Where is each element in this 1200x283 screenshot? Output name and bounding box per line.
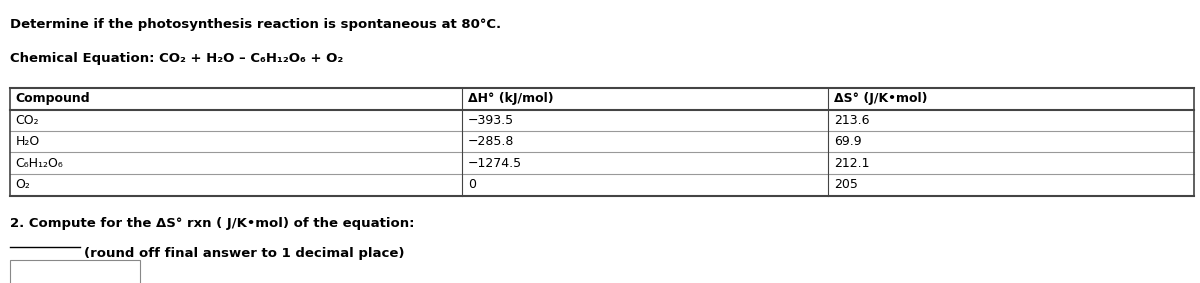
Text: 0: 0: [468, 178, 476, 191]
Text: −393.5: −393.5: [468, 114, 514, 127]
Text: Chemical Equation: CO₂ + H₂O – C₆H₁₂O₆ + O₂: Chemical Equation: CO₂ + H₂O – C₆H₁₂O₆ +…: [10, 52, 343, 65]
Text: 213.6: 213.6: [834, 114, 870, 127]
Text: Compound: Compound: [16, 92, 90, 105]
Text: H₂O: H₂O: [16, 135, 40, 148]
Text: 2. Compute for the ΔS° rxn ( J/K•mol) of the equation:: 2. Compute for the ΔS° rxn ( J/K•mol) of…: [10, 218, 414, 230]
Text: ΔS° (J/K•mol): ΔS° (J/K•mol): [834, 92, 928, 105]
FancyBboxPatch shape: [10, 260, 139, 283]
Text: Determine if the photosynthesis reaction is spontaneous at 80°C.: Determine if the photosynthesis reaction…: [10, 18, 500, 31]
Text: ΔH° (kJ/mol): ΔH° (kJ/mol): [468, 92, 553, 105]
Text: 212.1: 212.1: [834, 157, 870, 170]
Text: −1274.5: −1274.5: [468, 157, 522, 170]
Text: O₂: O₂: [16, 178, 30, 191]
Text: 205: 205: [834, 178, 858, 191]
Text: CO₂: CO₂: [16, 114, 40, 127]
Text: C₆H₁₂O₆: C₆H₁₂O₆: [16, 157, 64, 170]
Text: 69.9: 69.9: [834, 135, 862, 148]
Text: −285.8: −285.8: [468, 135, 515, 148]
Text: (round off final answer to 1 decimal place): (round off final answer to 1 decimal pla…: [84, 248, 404, 260]
